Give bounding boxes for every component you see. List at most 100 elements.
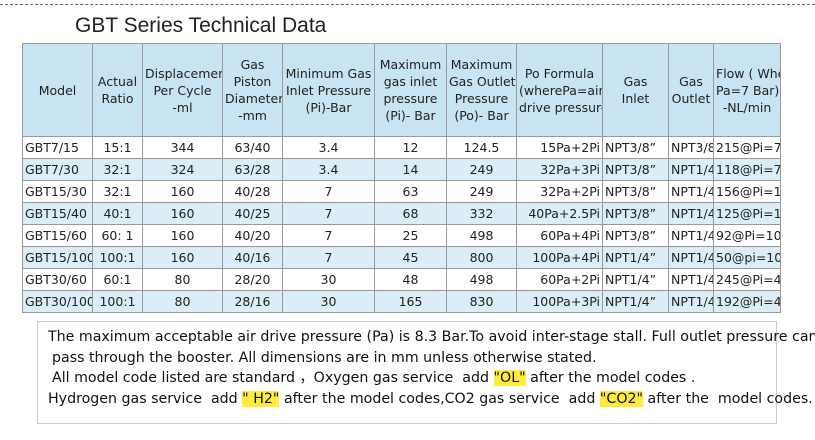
table-cell: 28/16 — [222, 290, 283, 313]
table-cell: NPT1/4” — [668, 180, 714, 203]
table-cell: 160 — [142, 202, 223, 225]
table-cell: NPT1/4” — [602, 246, 669, 269]
table-cell: 68 — [374, 202, 447, 225]
header-line: Minimum Gas — [285, 65, 372, 81]
table-cell: 192@Pi=40 — [713, 290, 781, 313]
table-cell: 40/28 — [222, 180, 283, 203]
table-row: GBT15/40 40:1 160 40/25 7 68 332 40Pa+2.5Pi NPT3… — [22, 202, 781, 225]
table-cell: 63 — [374, 180, 447, 203]
table-row: GBT15/30 32:1 160 40/28 7 63 249 32Pa+2Pi NPT3/8… — [22, 180, 781, 203]
header-line: Gas — [240, 57, 265, 72]
note-line: Hydrogen gas service add " H2" after the… — [38, 389, 813, 410]
header-line: (Pi)-Bar — [305, 99, 352, 115]
header-line: Diameter — [225, 91, 283, 106]
table-cell: NPT1/4” — [668, 268, 714, 291]
header-line: Pa=7 Bar) — [716, 82, 780, 98]
table-cell: 80 — [142, 290, 223, 313]
table-cell: 3.4 — [282, 136, 375, 159]
table-cell: 324 — [142, 158, 223, 181]
table-cell: NPT3/8” — [668, 136, 714, 159]
header-line: Flow ( Where — [716, 65, 780, 81]
table-cell: 156@Pi=10 — [713, 180, 781, 203]
table-cell: 30 — [282, 268, 375, 291]
table-cell: NPT1/4” — [668, 158, 714, 181]
table-cell: GBT7/30 — [22, 158, 93, 181]
header-line: pressure — [383, 91, 438, 106]
table-cell: 830 — [446, 290, 517, 313]
table-row: GBT15/100 100:1 160 40/16 7 45 800 100Pa+4Pi NPT… — [22, 246, 781, 269]
dashed-rule — [0, 4, 815, 5]
table-cell: 63/40 — [222, 136, 283, 159]
header-line: -NL/min — [722, 99, 772, 115]
header-line: -mm — [238, 108, 267, 123]
table-cell: 100:1 — [92, 246, 143, 269]
note-text: after the model codes. — [643, 390, 813, 407]
table-cell: GBT30/100 — [22, 290, 93, 313]
table-cell: 160 — [142, 224, 223, 247]
table-cell: 12 — [374, 136, 447, 159]
table-cell: 60: 1 — [92, 224, 143, 247]
table-cell: 249 — [446, 158, 517, 181]
table-cell: 249 — [446, 180, 517, 203]
header-row: Model Actual Ratio Displacement Per Cycle -ml… — [22, 43, 781, 137]
notes: The maximum acceptable air drive pressur… — [37, 321, 815, 424]
header-line: Model — [38, 82, 77, 98]
header-line: -ml — [172, 99, 193, 115]
table-cell: GBT15/30 — [22, 180, 93, 203]
spec-table: Model Actual Ratio Displacement Per Cycle -ml… — [22, 43, 781, 313]
table-cell: 118@Pi=7 — [713, 158, 781, 181]
table-cell: NPT1/4” — [602, 290, 669, 313]
table-cell: 32:1 — [92, 180, 143, 203]
table-cell: 124.5 — [446, 136, 517, 159]
table-cell: NPT1/4” — [668, 224, 714, 247]
header-line: (Po)- Bar — [454, 108, 509, 123]
table-cell: 800 — [446, 246, 517, 269]
header-line: Gas — [679, 74, 703, 89]
table-row: GBT30/60 60:1 80 28/20 30 48 498 60Pa+2Pi NPT1/4… — [22, 268, 781, 291]
table-cell: 160 — [142, 180, 223, 203]
header-cell: Gas Inlet — [602, 43, 669, 137]
table-cell: 40/25 — [222, 202, 283, 225]
table-cell: NPT3/8” — [602, 180, 669, 203]
table-cell: 100Pa+3Pi — [516, 290, 603, 313]
header-line: Inlet Pressure — [285, 82, 372, 98]
header-line: (wherePa=air — [519, 82, 603, 98]
table-cell: NPT1/4” — [668, 246, 714, 269]
table-cell: 40/16 — [222, 246, 283, 269]
table-cell: 92@Pi=10 — [713, 224, 781, 247]
table-cell: 60Pa+2Pi — [516, 268, 603, 291]
header-line: (Pi)- Bar — [385, 108, 436, 123]
table-cell: NPT3/8” — [602, 224, 669, 247]
header-cell: Minimum Gas Inlet Pressure (Pi)-Bar — [282, 43, 375, 137]
highlighted-code: "CO2" — [599, 390, 644, 407]
table-cell: NPT3/8” — [602, 202, 669, 225]
table-cell: 32Pa+2Pi — [516, 180, 603, 203]
header-line: Actual — [97, 74, 138, 89]
table-cell: NPT1/4” — [668, 290, 714, 313]
table-cell: 14 — [374, 158, 447, 181]
note-text: All model code listed are standard ，Oxyg… — [52, 370, 494, 386]
table-cell: 30 — [282, 290, 375, 313]
table-row: GBT30/100 100:1 80 28/16 30 165 830 100Pa+3Pi NP… — [22, 290, 781, 313]
header-line: Ratio — [101, 91, 134, 106]
header-cell: Model — [22, 43, 93, 137]
table-cell: 498 — [446, 268, 517, 291]
table-cell: 165 — [374, 290, 447, 313]
note-text: Hydrogen gas service add — [48, 390, 243, 407]
table-cell: 100:1 — [92, 290, 143, 313]
table-cell: 344 — [142, 136, 223, 159]
header-line: Pressure — [454, 91, 509, 106]
header-line: drive pressure) — [519, 99, 602, 115]
table-cell: 3.4 — [282, 158, 375, 181]
table-row: GBT7/30 32:1 324 63/28 3.4 14 249 32Pa+3Pi NPT3/… — [22, 158, 781, 181]
table-cell: 80 — [142, 268, 223, 291]
note-text: after the model codes,CO2 gas service ad… — [279, 390, 600, 407]
header-line: Gas — [623, 74, 648, 89]
table-cell: 40:1 — [92, 202, 143, 225]
header-line: Maximum — [379, 57, 442, 72]
table-cell: 7 — [282, 202, 375, 225]
note-line: pass through the booster. All dimensions… — [38, 348, 776, 369]
highlighted-code: "OL" — [493, 370, 526, 386]
table-cell: GBT7/15 — [22, 136, 93, 159]
